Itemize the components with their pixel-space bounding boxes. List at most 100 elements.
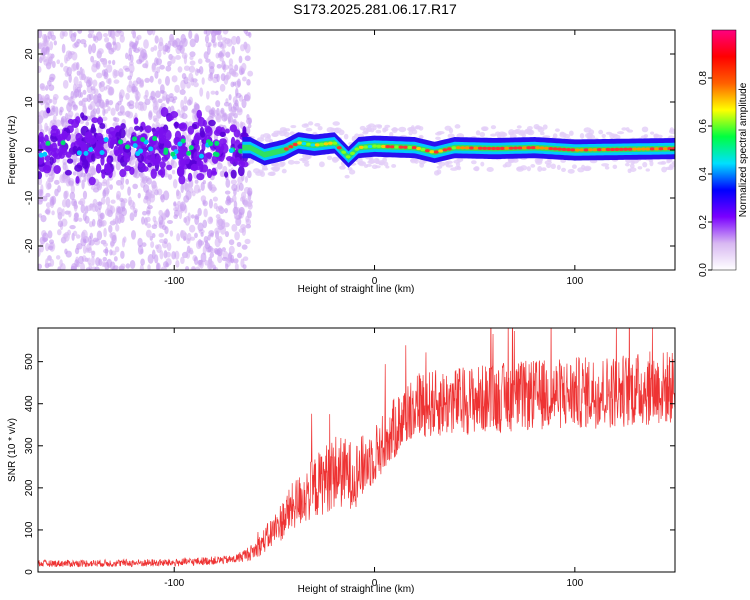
spectrogram-speckle	[39, 110, 46, 121]
spectrogram-speckle	[72, 104, 79, 111]
spectrogram-speckle	[51, 210, 55, 216]
spectrogram-speckle	[40, 214, 47, 223]
spectrogram-x-axis-title: Height of straight line (km)	[298, 284, 415, 295]
spectrogram-speckle	[40, 86, 46, 91]
spectrogram-speckle	[171, 251, 177, 260]
ridge-halo	[650, 131, 655, 135]
ridge-hotspot	[504, 146, 510, 150]
spectrogram-speckle	[207, 258, 213, 269]
ridge-hotspot	[499, 146, 505, 150]
spectrogram-speckle	[136, 34, 142, 40]
spectrogram-peak	[38, 152, 44, 158]
spectrogram-speckle	[124, 67, 130, 72]
spectrogram-speckle	[145, 216, 151, 223]
spectrogram-cluster	[74, 116, 81, 125]
spectrogram-cluster	[55, 128, 61, 140]
spectrogram-speckle	[127, 186, 131, 196]
spectrogram-speckle	[129, 259, 136, 269]
spectrogram-speckle	[232, 118, 237, 124]
ridge-hotspot	[552, 147, 558, 151]
ridge-hotspot	[530, 146, 536, 150]
spectrogram-peak	[132, 136, 138, 142]
spectrogram-speckle	[147, 204, 153, 210]
ridge-halo	[259, 171, 266, 178]
ridge-hotspot	[623, 147, 629, 151]
spectrogram-speckle	[131, 229, 136, 240]
ridge-halo	[287, 159, 295, 165]
spectrogram-speckle	[46, 60, 53, 67]
spectrogram-speckle	[101, 261, 106, 267]
spectrogram-cluster	[38, 171, 43, 180]
spectrogram-speckle	[148, 111, 153, 120]
spectrogram-peak	[138, 148, 144, 154]
spectrogram-speckle	[45, 180, 51, 190]
spectrogram-speckle	[85, 267, 91, 270]
spectrogram-cluster	[137, 154, 144, 163]
ridge-hotspot	[407, 145, 413, 150]
spectrogram-speckle	[131, 44, 136, 49]
ridge-halo	[579, 132, 585, 139]
ridge-halo	[475, 130, 481, 136]
spectrogram-speckle	[114, 41, 121, 51]
ridge-halo	[669, 127, 674, 133]
spectrogram-cluster	[91, 117, 99, 124]
spectrogram-speckle	[241, 98, 247, 109]
spectrogram-speckle	[163, 238, 168, 244]
spectrogram-speckle	[80, 204, 86, 214]
spectrogram-peak	[42, 151, 48, 157]
spectrogram-speckle	[118, 214, 124, 221]
ridge-halo	[455, 162, 461, 167]
colorbar-tick-label: 0.0	[698, 263, 709, 277]
spectrogram-speckle	[78, 255, 84, 265]
ridge-hotspot	[358, 145, 364, 149]
ridge-halo	[383, 127, 389, 132]
spectrogram-speckle	[82, 89, 87, 95]
spectrogram-speckle	[128, 199, 135, 207]
spectrogram-speckle	[238, 182, 244, 191]
spectrogram-speckle	[238, 212, 243, 219]
ridge-hotspot	[372, 144, 377, 148]
y-tick-label: -20	[24, 238, 35, 253]
spectrogram-speckle	[56, 229, 62, 236]
y-tick-label: 0	[24, 147, 35, 153]
spectrogram-speckle	[55, 119, 62, 127]
spectrogram-cluster	[237, 165, 245, 177]
spectrogram-speckle	[247, 199, 254, 205]
spectrogram-speckle	[244, 176, 249, 183]
spectrogram-speckle	[116, 194, 121, 201]
spectrogram-speckle	[241, 244, 248, 250]
ridge-hotspot	[610, 147, 615, 152]
spectrogram-speckle	[77, 217, 83, 222]
spectrogram-cluster	[141, 148, 147, 155]
spectrogram-speckle	[201, 77, 205, 85]
spectrogram-speckle	[63, 231, 70, 242]
spectrogram-speckle	[122, 198, 128, 204]
spectrogram-speckle	[190, 214, 195, 219]
spectrogram-speckle	[85, 79, 92, 88]
ridge-hotspot	[411, 145, 417, 150]
spectrogram-speckle	[154, 254, 159, 264]
snr-panel: -100 0 100 0 100 200 300 400 500 Height of stra…	[7, 327, 676, 595]
spectrogram-speckle	[100, 101, 106, 109]
spectrogram-cluster	[85, 138, 94, 144]
spectrogram-speckle	[205, 105, 212, 113]
ridge-halo	[249, 158, 255, 164]
spectrogram-speckle	[73, 76, 79, 87]
spectrogram-speckle	[191, 78, 198, 83]
snr-x-axis-title: Height of straight line (km)	[298, 584, 415, 595]
spectrogram-speckle	[200, 232, 204, 237]
ridge-hotspot	[614, 147, 620, 151]
spectrogram-speckle	[217, 30, 222, 35]
spectrogram-speckle	[38, 117, 41, 125]
colorbar-tick-label: 0.2	[698, 215, 709, 229]
ridge-halo	[533, 124, 540, 130]
spectrogram-peak	[228, 148, 234, 154]
spectrogram-speckle	[223, 222, 230, 228]
spectrogram-speckle	[137, 244, 144, 255]
spectrogram-speckle	[216, 73, 220, 83]
spectrogram-speckle	[235, 92, 242, 99]
spectrogram-speckle	[197, 222, 204, 232]
spectrogram-cluster	[166, 164, 173, 171]
spectrogram-speckle	[74, 259, 79, 268]
